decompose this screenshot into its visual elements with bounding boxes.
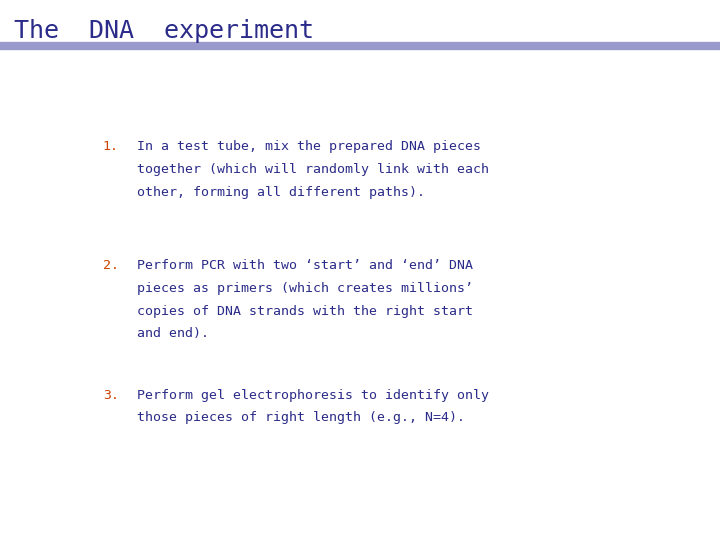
Text: pieces as primers (which creates millions’: pieces as primers (which creates million…	[137, 282, 473, 295]
Text: In a test tube, mix the prepared DNA pieces: In a test tube, mix the prepared DNA pie…	[137, 140, 481, 153]
Text: 3.: 3.	[103, 389, 119, 402]
Text: Perform PCR with two ‘start’ and ‘end’ DNA: Perform PCR with two ‘start’ and ‘end’ D…	[137, 259, 473, 272]
Text: those pieces of right length (e.g., N=4).: those pieces of right length (e.g., N=4)…	[137, 411, 465, 424]
Text: other, forming all different paths).: other, forming all different paths).	[137, 186, 425, 199]
Text: together (which will randomly link with each: together (which will randomly link with …	[137, 163, 489, 176]
Text: 1.: 1.	[103, 140, 119, 153]
Text: Perform gel electrophoresis to identify only: Perform gel electrophoresis to identify …	[137, 389, 489, 402]
Text: copies of DNA strands with the right start: copies of DNA strands with the right sta…	[137, 305, 473, 318]
Text: and end).: and end).	[137, 327, 209, 340]
Text: 2.: 2.	[103, 259, 119, 272]
Text: The  DNA  experiment: The DNA experiment	[14, 19, 315, 43]
